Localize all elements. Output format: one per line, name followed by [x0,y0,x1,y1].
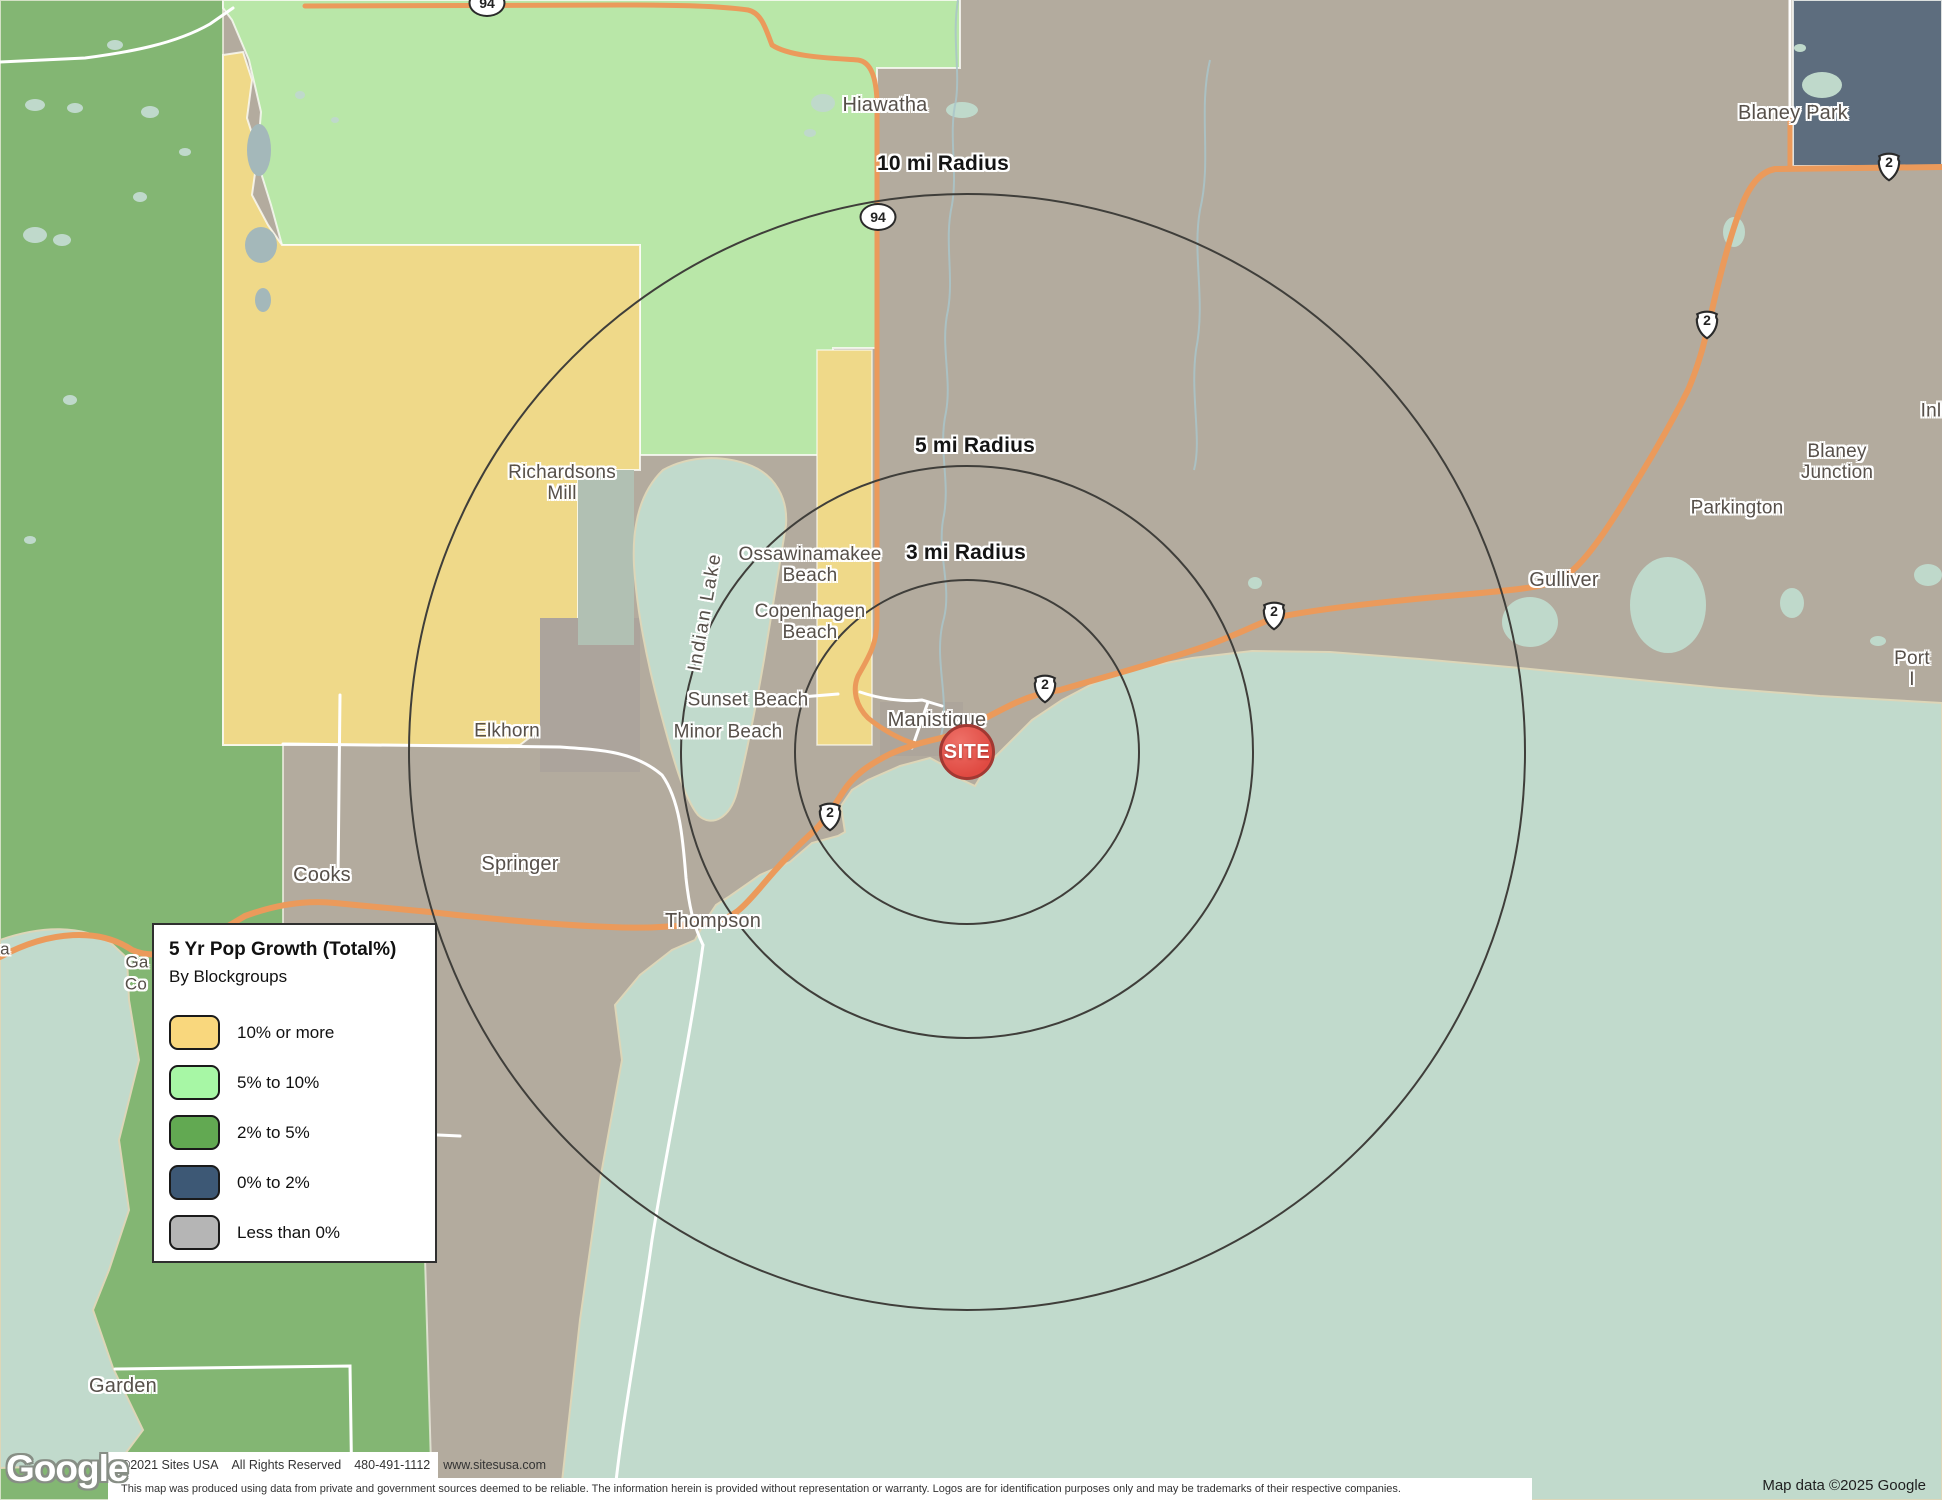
map-label-port-i: Port I [1894,648,1930,690]
map-label-inl: Inl [1920,400,1942,422]
radius-label-10-mi-radius: 10 mi Radius [877,152,1009,175]
route-shield-2: 2 [1257,599,1291,633]
legend-item-10-or-more: 10% or more [169,1015,334,1050]
map-label-elkhorn: Elkhorn [474,720,540,742]
route-shield-2: 2 [1872,150,1906,184]
site-marker-label: SITE [943,740,991,763]
legend-item-2-to-5: 2% to 5% [169,1115,310,1150]
route-shield-2: 2 [1028,672,1062,706]
radius-circle-10-mi-radius [408,193,1526,1311]
attribution-text: www.sitesusa.com [443,1458,547,1472]
route-shield-94: 94 [468,0,506,17]
attribution-text: All Rights Reserved [231,1458,342,1472]
map-label-parkington: Parkington [1690,497,1784,519]
map-data-credit: Map data ©2025 Google [1762,1477,1926,1494]
legend-subtitle: By Blockgroups [169,967,288,986]
attribution-text: 480-491-1112 [354,1458,431,1472]
disclaimer-bar: This map was produced using data from pr… [108,1478,1532,1500]
legend-swatch-less-than-0 [169,1215,220,1250]
legend-swatch-0-to-2 [169,1165,220,1200]
legend-label: 10% or more [237,1022,335,1042]
route-shield-2: 2 [1690,308,1724,342]
legend-item-less-than-0: Less than 0% [169,1215,340,1250]
attribution-text: ©2021 Sites USA [121,1458,219,1472]
legend-item-5-to-10: 5% to 10% [169,1065,319,1100]
map-label-richardsons-mill: Richardsons Mill [508,462,616,504]
map-label-cooks: Cooks [293,864,351,886]
map-label-springer: Springer [481,853,559,875]
legend-label: 0% to 2% [237,1172,310,1192]
map-label-a: a [0,939,10,959]
map-label-sunset-beach: Sunset Beach [687,689,809,711]
sitesusa-attribution-bar: ©2021 Sites USA All Rights Reserved 480-49… [108,1452,546,1478]
legend-swatch-5-to-10 [169,1065,220,1100]
legend-item-0-to-2: 0% to 2% [169,1165,310,1200]
map-label-gulliver: Gulliver [1529,569,1599,591]
legend-title: 5 Yr Pop Growth (Total%) [169,939,397,960]
legend-label: 2% to 5% [237,1122,310,1142]
map-label-minor-beach: Minor Beach [673,721,783,743]
legend-swatch-2-to-5 [169,1115,220,1150]
map-label-garden: Garden [89,1375,157,1397]
site-marker[interactable]: SITE [939,724,995,780]
map-label-thompson: Thompson [664,910,762,932]
route-shield-2: 2 [813,800,847,834]
legend-label: Less than 0% [237,1222,341,1242]
map-label-co: Co [124,974,148,994]
map-label-ossawinamakee-beach: Ossawinamakee Beach [738,544,882,586]
disclaimer-text: This map was produced using data from pr… [121,1483,1401,1495]
route-shield-94: 94 [859,203,897,231]
map-label-blaney-junction: Blaney Junction [1800,441,1874,483]
legend-swatch-10-or-more [169,1015,220,1050]
map-label-blaney-park: Blaney Park [1737,102,1849,124]
legend-label: 5% to 10% [237,1072,320,1092]
map-label-copenhagen-beach: Copenhagen Beach [754,601,866,643]
map-label-hiawatha: Hiawatha [842,94,928,116]
map-label-ga: Ga [125,952,149,972]
google-logo[interactable]: Google [6,1448,128,1489]
legend-panel: 5 Yr Pop Growth (Total%) By Blockgroups … [152,923,437,1263]
